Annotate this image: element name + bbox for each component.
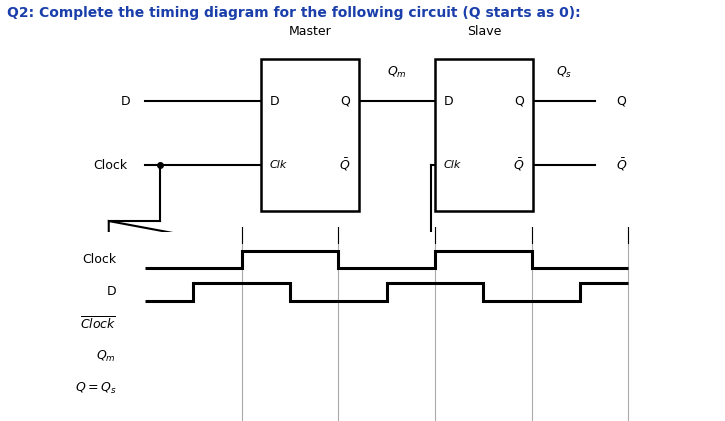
Text: Slave: Slave: [467, 25, 501, 38]
Text: Clock: Clock: [82, 253, 116, 266]
Bar: [261, 59, 359, 210]
Text: Q: Q: [514, 95, 524, 108]
Text: D: D: [444, 95, 453, 108]
Text: $\bar{Q}$: $\bar{Q}$: [616, 157, 628, 173]
Text: Clk: Clk: [444, 160, 461, 170]
Text: Clk: Clk: [270, 160, 287, 170]
Text: $\overline{Clock}$: $\overline{Clock}$: [80, 316, 116, 333]
Text: $Q_s$: $Q_s$: [555, 65, 572, 80]
Text: $Q = Q_s$: $Q = Q_s$: [75, 381, 116, 396]
Text: $\bar{Q}$: $\bar{Q}$: [339, 157, 350, 173]
Text: Master: Master: [289, 25, 331, 38]
Text: Clock: Clock: [93, 159, 127, 171]
Text: Q: Q: [340, 95, 350, 108]
Text: $Q_m$: $Q_m$: [96, 349, 116, 364]
Text: D: D: [121, 95, 130, 108]
Text: Q2: Complete the timing diagram for the following circuit (Q starts as 0):: Q2: Complete the timing diagram for the …: [7, 6, 581, 20]
Text: $Q_m$: $Q_m$: [387, 65, 407, 80]
Text: Q: Q: [616, 95, 626, 108]
Text: D: D: [270, 95, 279, 108]
Bar: [435, 59, 533, 210]
Text: D: D: [107, 285, 116, 298]
Text: $\bar{Q}$: $\bar{Q}$: [513, 157, 524, 173]
